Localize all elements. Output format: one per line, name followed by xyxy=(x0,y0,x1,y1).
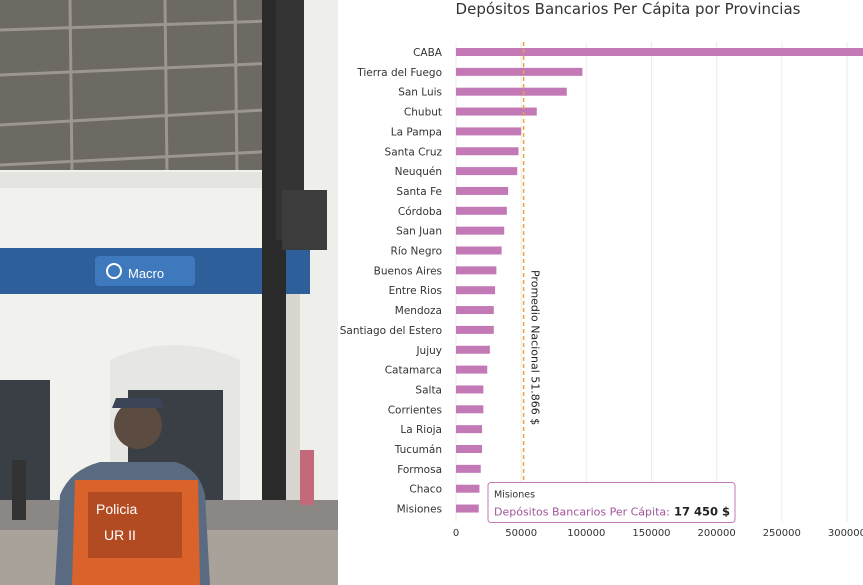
bar[interactable] xyxy=(456,325,494,334)
bar[interactable] xyxy=(456,186,509,195)
category-label: CABA xyxy=(413,47,443,59)
tooltip: Misiones Depósitos Bancarios Per Cápita:… xyxy=(487,482,736,524)
x-tick-labels: 0 50000 100000 150000 200000 250000 300000 xyxy=(453,528,863,539)
x-tick-label: 250000 xyxy=(763,528,801,539)
bar[interactable] xyxy=(456,67,583,76)
bar[interactable] xyxy=(456,385,484,394)
category-label: Formosa xyxy=(397,464,442,476)
bar[interactable] xyxy=(456,425,483,434)
bar[interactable] xyxy=(456,445,483,453)
x-tick-label: 50000 xyxy=(505,528,537,539)
vest-text-line2: UR II xyxy=(104,527,136,543)
tooltip-value: 17 450 $ xyxy=(674,505,730,519)
bar[interactable] xyxy=(456,48,863,56)
category-label: Santa Fe xyxy=(396,186,442,198)
bar[interactable] xyxy=(456,504,479,513)
category-label: Santa Cruz xyxy=(385,146,443,158)
x-tick-label: 150000 xyxy=(632,528,670,539)
category-label: Chaco xyxy=(409,484,442,496)
category-label: San Luis xyxy=(398,87,442,99)
category-labels: CABA Tierra del Fuego San Luis Chubut La Pam… xyxy=(340,47,443,516)
reference-line-label: Promedio Nacional 51.866 $ xyxy=(529,270,542,425)
category-label: Santiago del Estero xyxy=(340,325,442,337)
category-label: Corrientes xyxy=(388,404,442,416)
x-tick-label: 300000 xyxy=(828,528,863,539)
bar[interactable] xyxy=(456,405,484,414)
bank-photo: Macro Policia UR II xyxy=(0,0,338,585)
bar[interactable] xyxy=(456,484,480,493)
category-label: Buenos Aires xyxy=(374,265,442,277)
category-label: Tucumán xyxy=(394,444,442,456)
category-label: Mendoza xyxy=(395,305,442,317)
bar[interactable] xyxy=(456,87,567,96)
bar[interactable] xyxy=(456,365,488,374)
category-label: Catamarca xyxy=(385,365,442,377)
bar[interactable] xyxy=(456,464,481,473)
bars xyxy=(456,48,863,513)
bar[interactable] xyxy=(456,226,505,235)
category-label: La Rioja xyxy=(400,424,442,436)
tooltip-category: Misiones xyxy=(494,490,535,501)
category-label: Río Negro xyxy=(391,246,442,258)
bar[interactable] xyxy=(456,306,494,315)
bar[interactable] xyxy=(456,167,518,176)
bar[interactable] xyxy=(456,147,519,156)
bar[interactable] xyxy=(456,286,496,295)
bank-sign-text: Macro xyxy=(128,266,164,281)
category-label: Chubut xyxy=(404,107,442,119)
category-label: Neuquén xyxy=(395,166,442,178)
vest-text-line1: Policia xyxy=(96,501,137,517)
chart-title: Depósitos Bancarios Per Cápita por Provi… xyxy=(456,0,801,18)
bar[interactable] xyxy=(456,345,490,354)
category-label: La Pampa xyxy=(391,126,442,138)
x-tick-label: 0 xyxy=(453,528,459,539)
bar[interactable] xyxy=(456,206,507,215)
category-label: Tierra del Fuego xyxy=(356,67,442,79)
bar-chart: Depósitos Bancarios Per Cápita por Provi… xyxy=(340,0,863,539)
category-label: Jujuy xyxy=(415,345,442,357)
bar[interactable] xyxy=(456,107,537,116)
bar[interactable] xyxy=(456,266,497,275)
bar[interactable] xyxy=(456,246,502,255)
x-tick-label: 100000 xyxy=(567,528,605,539)
grid-lines xyxy=(455,42,848,522)
category-label: San Juan xyxy=(396,226,442,238)
tooltip-box xyxy=(487,482,736,524)
category-label: Misiones xyxy=(397,504,442,516)
category-label: Córdoba xyxy=(398,206,442,218)
tooltip-series-label: Depósitos Bancarios Per Cápita: xyxy=(494,506,670,519)
x-tick-label: 200000 xyxy=(698,528,736,539)
category-label: Salta xyxy=(415,384,442,396)
bar[interactable] xyxy=(456,127,522,136)
category-label: Entre Rios xyxy=(389,285,442,297)
